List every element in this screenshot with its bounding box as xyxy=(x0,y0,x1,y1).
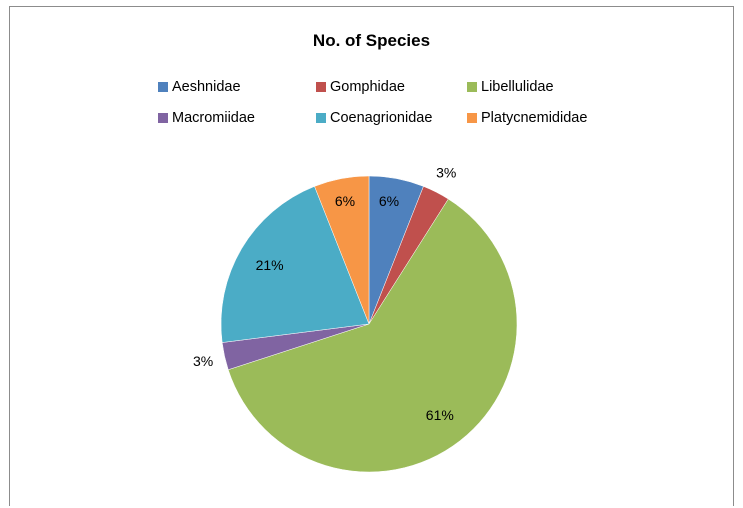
data-label-gomphidae: 3% xyxy=(436,165,456,181)
data-label-coenagrionidae: 21% xyxy=(256,257,284,273)
legend-item-libellulidae: Libellulidae xyxy=(467,79,554,95)
legend-swatch-aeshnidae xyxy=(158,82,168,92)
legend-label-platycnemididae: Platycnemididae xyxy=(481,110,588,126)
data-label-platycnemididae: 6% xyxy=(335,193,355,209)
legend-swatch-macromiidae xyxy=(158,113,168,123)
pie-slice-libellulidae xyxy=(227,198,518,473)
pie-slice-platycnemididae xyxy=(314,175,370,325)
data-label-libellulidae: 61% xyxy=(426,407,454,423)
legend-label-coenagrionidae: Coenagrionidae xyxy=(330,110,433,126)
legend-item-macromiidae: Macromiidae xyxy=(158,110,255,126)
legend-item-aeshnidae: Aeshnidae xyxy=(158,79,241,95)
legend-item-coenagrionidae: Coenagrionidae xyxy=(316,110,432,126)
pie-slice-coenagrionidae xyxy=(220,186,370,343)
legend-item-platycnemididae: Platycnemididae xyxy=(467,110,587,126)
legend-swatch-platycnemididae xyxy=(467,113,477,123)
legend-label-macromiidae: Macromiidae xyxy=(172,110,255,126)
chart-title: No. of Species xyxy=(312,31,431,50)
data-label-macromiidae: 3% xyxy=(193,353,213,369)
legend-swatch-gomphidae xyxy=(316,82,326,92)
chart-legend: Aeshnidae Gomphidae Libellulidae Macromi… xyxy=(0,0,743,140)
legend-item-gomphidae: Gomphidae xyxy=(316,79,405,95)
legend-swatch-libellulidae xyxy=(467,82,477,92)
data-label-aeshnidae: 6% xyxy=(379,193,399,209)
legend-swatch-coenagrionidae xyxy=(316,113,326,123)
legend-label-gomphidae: Gomphidae xyxy=(330,79,405,95)
legend-label-aeshnidae: Aeshnidae xyxy=(172,79,241,95)
legend-label-libellulidae: Libellulidae xyxy=(481,79,554,95)
